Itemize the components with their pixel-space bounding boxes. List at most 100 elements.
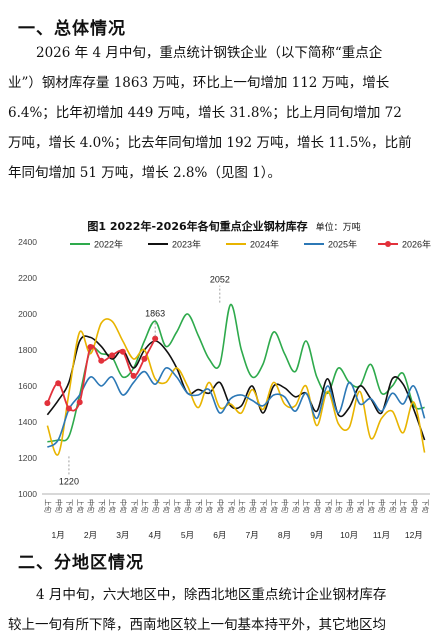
month-label: 10月 [340,530,358,540]
month-label: 12月 [405,530,423,540]
data-point [98,357,105,364]
y-tick-label: 1400 [18,417,37,427]
data-point [87,343,94,350]
paragraph-line: 年同旬增加 51 万吨，增长 2.8%（见图 1）。 [8,165,281,181]
x-tick-label: 中旬 [281,499,290,513]
y-tick-label: 1600 [18,381,37,391]
x-tick-label: 中旬 [87,499,96,513]
x-tick-label: 上旬 [399,499,408,513]
x-tick-label: 中旬 [313,499,322,513]
data-point [119,348,126,355]
month-label: 7月 [246,530,259,540]
x-tick-label: 下旬 [162,499,171,513]
y-tick-label: 2200 [18,273,37,283]
series-line-2025年 [46,367,426,448]
x-tick-label: 上旬 [270,499,279,513]
data-point [44,400,51,407]
x-tick-label: 上旬 [173,499,182,513]
x-tick-label: 中旬 [345,499,354,513]
x-tick-label: 下旬 [65,499,74,513]
month-label: 5月 [181,530,194,540]
annotation-label: 1220 [59,476,79,486]
x-tick-label: 中旬 [216,499,225,513]
x-tick-label: 下旬 [291,499,300,513]
month-label: 8月 [278,530,291,540]
section-2-title-text: 二、分地区情况 [18,553,144,573]
section-1-title: 一、总体情况 [18,19,126,39]
annotation-label: 2052 [210,275,230,285]
y-tick-label: 1200 [18,453,37,463]
x-tick-label: 上旬 [302,499,311,513]
x-tick-label: 下旬 [130,499,139,513]
x-tick-label: 下旬 [194,499,203,513]
series-line-2024年 [46,318,426,456]
data-point [152,335,159,342]
x-tick-label: 下旬 [97,499,106,513]
figure-title: 图1 2022年-2026年各旬重点企业钢材库存 单位：万吨 [0,218,448,234]
series-line-2022年 [47,303,425,443]
x-tick-label: 上旬 [44,499,53,513]
x-tick-label: 中旬 [54,499,63,513]
x-tick-label: 中旬 [410,499,419,513]
paragraph-line: 万吨，增长 4.0%；比去年同旬增加 192 万吨，增长 11.5%，比前 [8,135,412,151]
y-tick-label: 1000 [18,489,37,499]
x-tick-label: 下旬 [227,499,236,513]
data-point [109,352,116,359]
y-tick-label: 1800 [18,345,37,355]
chart-series [44,303,426,456]
paragraph-line: 2026 年 4 月中旬，重点统计钢铁企业（以下简称“重点企 [36,45,383,61]
x-tick-label: 上旬 [108,499,117,513]
x-tick-label: 下旬 [259,499,268,513]
paragraph-line: 6.4%；比年初增加 449 万吨，增长 31.8%；比上月同旬增加 72 [8,105,402,121]
figure-title-text: 图1 2022年-2026年各旬重点企业钢材库存 [87,220,308,233]
data-point [76,399,83,406]
month-label: 11月 [373,530,390,540]
x-tick-label: 上旬 [335,499,344,513]
month-label: 2月 [84,530,97,540]
data-point [130,372,137,379]
x-tick-label: 下旬 [421,499,430,513]
month-label: 3月 [116,530,129,540]
legend-label: 2023年 [172,239,201,250]
x-tick-label: 上旬 [238,499,247,513]
x-tick-label: 上旬 [205,499,214,513]
month-label: 4月 [149,530,162,540]
annotation-label: 1863 [145,309,165,319]
legend-label: 2026年 [402,239,431,250]
data-point [141,355,148,362]
x-tick-label: 上旬 [367,499,376,513]
y-tick-label: 2000 [18,309,37,319]
x-tick-label: 下旬 [388,499,397,513]
figure-unit: 单位：万吨 [315,223,361,233]
legend-label: 2024年 [250,239,279,250]
chart-annotations: 1220 1863 2052 [59,275,230,487]
paragraph-line: 较上一旬有所下降，西南地区较上一旬基本持平外，其它地区均 [8,617,386,633]
data-point [55,380,62,387]
x-tick-label: 上旬 [141,499,150,513]
section-2-title: 二、分地区情况 [18,548,144,573]
x-tick-label: 上旬 [76,499,85,513]
x-tick-label: 中旬 [378,499,387,513]
month-label: 1月 [52,530,65,540]
x-tick-label: 中旬 [119,499,128,513]
section-1-paragraph: 2026 年 4 月中旬，重点统计钢铁企业（以下简称“重点企 业”）钢材库存量 … [8,38,442,188]
x-tick-label: 中旬 [184,499,193,513]
paragraph-line: 业”）钢材库存量 1863 万吨，环比上一旬增加 112 万吨，增长 [8,75,390,91]
legend-label: 2025年 [328,239,357,250]
legend-marker [385,241,391,247]
y-tick-label: 2400 [18,237,37,247]
data-point [65,405,72,412]
month-label: 9月 [310,530,323,540]
x-tick-label: 中旬 [151,499,160,513]
x-tick-label: 中旬 [248,499,257,513]
month-label: 6月 [213,530,226,540]
section-2-paragraph: 4 月中旬，六大地区中，除西北地区重点统计企业钢材库存 较上一旬有所下降，西南地… [8,580,442,640]
series-line-2023年 [46,335,426,441]
x-tick-label: 下旬 [356,499,365,513]
chart-legend: 2022年 2023年 2024年 2025年 2026年 [70,239,431,250]
x-tick-label: 下旬 [324,499,333,513]
legend-label: 2022年 [94,239,123,250]
paragraph-line: 4 月中旬，六大地区中，除西北地区重点统计企业钢材库存 [36,587,387,603]
